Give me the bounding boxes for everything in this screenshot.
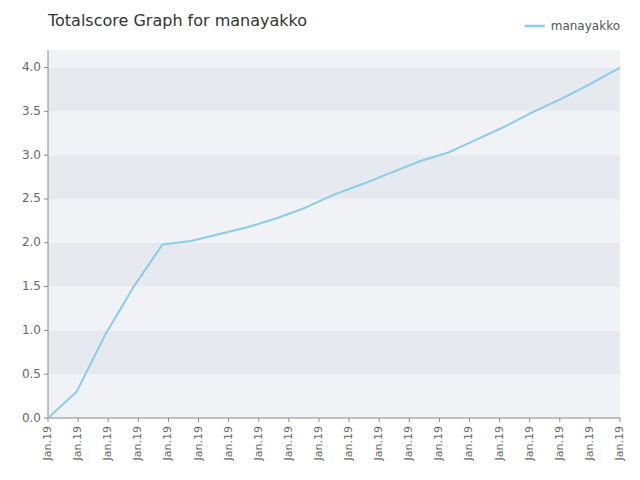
band <box>48 68 620 112</box>
y-axis-line <box>48 50 49 418</box>
x-tick-label: Jan.19 <box>131 426 144 461</box>
band <box>48 330 620 374</box>
x-tick-label: Jan.19 <box>192 426 205 461</box>
y-tick <box>44 111 48 112</box>
x-tick <box>228 418 229 422</box>
x-tick-label: Jan.19 <box>553 426 566 461</box>
x-tick-label: Jan.19 <box>41 426 54 461</box>
y-tick-label: 2.0 <box>22 235 41 249</box>
x-tick-label: Jan.19 <box>523 426 536 461</box>
x-tick-label: Jan.19 <box>493 426 506 461</box>
band <box>48 50 620 68</box>
x-tick-label: Jan.19 <box>583 426 596 461</box>
x-tick <box>78 418 79 422</box>
y-tick-label: 0.0 <box>22 411 41 425</box>
legend: manayakko <box>525 19 620 33</box>
x-tick <box>168 418 169 422</box>
band <box>48 243 620 287</box>
band <box>48 155 620 199</box>
band <box>48 287 620 331</box>
y-tick-label: 2.5 <box>22 191 41 205</box>
x-tick-label: Jan.19 <box>402 426 415 461</box>
x-tick-label: Jan.19 <box>282 426 295 461</box>
x-tick <box>108 418 109 422</box>
bands <box>48 50 620 418</box>
x-tick <box>138 418 139 422</box>
lines <box>48 68 620 418</box>
x-tick <box>258 418 259 422</box>
y-tick <box>44 418 48 419</box>
x-tick <box>559 418 560 422</box>
x-tick <box>589 418 590 422</box>
line <box>48 68 620 418</box>
band <box>48 199 620 243</box>
x-tick-label: Jan.19 <box>161 426 174 461</box>
x-tick <box>469 418 470 422</box>
x-tick <box>499 418 500 422</box>
x-tick-label: Jan.19 <box>312 426 325 461</box>
x-tick-label: Jan.19 <box>252 426 265 461</box>
y-tick-label: 1.5 <box>22 279 41 293</box>
x-tick-label: Jan.19 <box>71 426 84 461</box>
y-tick <box>44 242 48 243</box>
x-tick-label: Jan.19 <box>372 426 385 461</box>
x-tick <box>620 418 621 422</box>
x-tick <box>198 418 199 422</box>
x-tick-label: Jan.19 <box>462 426 475 461</box>
y-tick-label: 3.0 <box>22 148 41 162</box>
y-tick <box>44 374 48 375</box>
x-tick <box>439 418 440 422</box>
y-tick-label: 4.0 <box>22 60 41 74</box>
y-tick-label: 3.5 <box>22 104 41 118</box>
x-tick-label: Jan.19 <box>101 426 114 461</box>
y-tick <box>44 286 48 287</box>
legend-swatch <box>525 25 545 28</box>
x-tick <box>409 418 410 422</box>
band <box>48 111 620 155</box>
x-tick <box>48 418 49 422</box>
chart: 0.0 0.5 1.0 1.5 2.0 2.5 3.0 3.5 4.0 Jan.19 Jan.19 J… <box>0 0 640 480</box>
x-tick-label: Jan.19 <box>613 426 626 461</box>
x-tick <box>529 418 530 422</box>
x-axis-line <box>48 418 620 419</box>
y-tick <box>44 330 48 331</box>
legend-label: manayakko <box>551 19 620 33</box>
x-tick <box>318 418 319 422</box>
band <box>48 374 620 418</box>
x-tick <box>379 418 380 422</box>
y-tick <box>44 67 48 68</box>
title: Totalscore Graph for manayakko <box>47 11 307 30</box>
x-tick-label: Jan.19 <box>432 426 445 461</box>
x-tick <box>288 418 289 422</box>
x-tick-label: Jan.19 <box>222 426 235 461</box>
y-tick <box>44 155 48 156</box>
y-tick <box>44 198 48 199</box>
x-tick <box>349 418 350 422</box>
x-tick-label: Jan.19 <box>342 426 355 461</box>
y-tick-label: 1.0 <box>22 323 41 337</box>
y-tick-label: 0.5 <box>22 367 41 381</box>
